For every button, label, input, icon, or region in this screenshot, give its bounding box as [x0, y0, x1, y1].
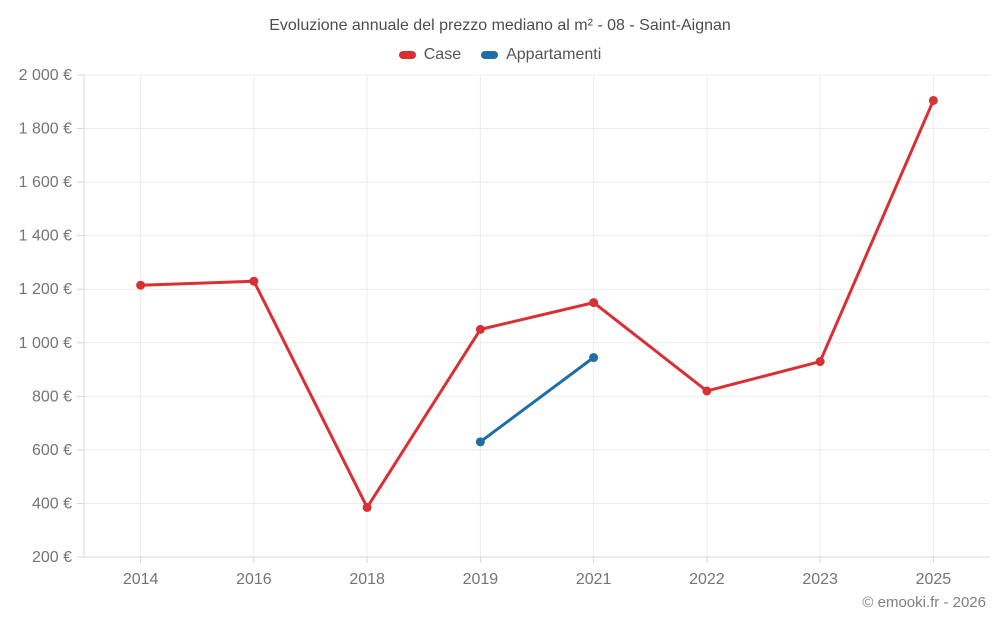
appartamenti-series-swatch-icon [481, 51, 499, 59]
y-axis-label: 600 € [32, 442, 72, 459]
y-axis-label: 1 800 € [19, 121, 72, 138]
x-axis-label: 2016 [236, 571, 272, 588]
legend-label-case: Case [423, 46, 462, 63]
legend-item-appartamenti[interactable]: Appartamenti [481, 46, 601, 64]
appartamenti-data-point [589, 353, 599, 363]
y-axis-label: 1 600 € [19, 174, 72, 191]
case-data-point [249, 276, 259, 286]
x-axis-label: 2019 [463, 571, 499, 588]
y-axis-label: 1 400 € [19, 228, 72, 245]
x-axis-label: 2021 [576, 571, 612, 588]
case-data-point [475, 324, 485, 334]
chart-title: Evoluzione annuale del prezzo mediano al… [269, 17, 731, 34]
y-axis-label: 800 € [32, 388, 72, 405]
y-axis-label: 200 € [32, 549, 72, 566]
appartamenti-series-line [478, 356, 596, 444]
case-data-point [589, 298, 599, 308]
y-axis-label: 1 000 € [19, 335, 72, 352]
y-axis-label: 2 000 € [19, 67, 72, 84]
case-data-point [136, 280, 146, 290]
case-data-point [362, 502, 372, 512]
x-axis-label: 2022 [689, 571, 725, 588]
chart-legend: Case Appartamenti [0, 46, 1000, 64]
legend-item-case[interactable]: Case [398, 46, 462, 64]
x-axis-label: 2014 [123, 571, 159, 588]
x-axis-label: 2018 [349, 571, 385, 588]
footer-credit: © emooki.fr - 2026 [862, 594, 986, 611]
legend-label-appartamenti: Appartamenti [506, 46, 602, 63]
case-data-point [815, 357, 825, 367]
case-series-swatch-icon [398, 51, 416, 59]
appartamenti-data-point [475, 437, 485, 447]
case-data-point [928, 95, 938, 105]
case-series-line [139, 98, 935, 509]
x-axis-label: 2025 [916, 571, 952, 588]
x-axis-label: 2023 [802, 571, 838, 588]
y-axis-label: 1 200 € [19, 281, 72, 298]
y-axis-label: 400 € [32, 495, 72, 512]
case-data-point [702, 386, 712, 396]
